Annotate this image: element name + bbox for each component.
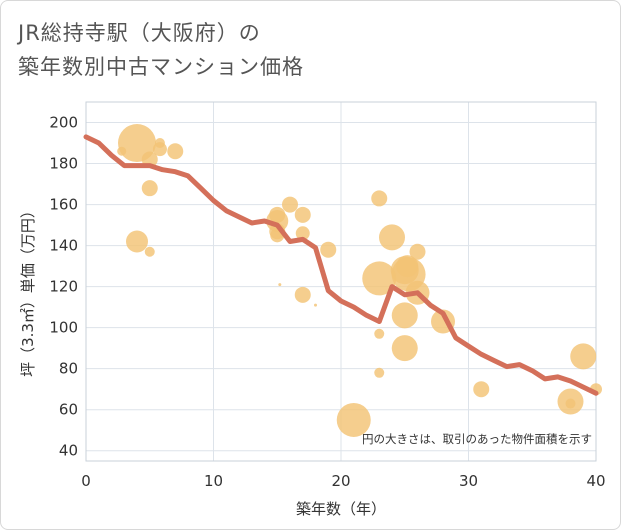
- bubble-point: [282, 196, 298, 213]
- x-axis-label: 築年数（年）: [296, 500, 386, 518]
- y-tick-label: 80: [59, 360, 78, 378]
- bubble-point: [391, 335, 418, 362]
- bubble-point: [295, 226, 310, 241]
- y-tick-label: 120: [49, 278, 78, 296]
- bubble-point: [117, 146, 127, 156]
- axis-ticks: 40 60 80 100 120 140 160 180 200 0 10 20 30 40: [49, 114, 605, 490]
- y-tick-label: 180: [49, 155, 78, 173]
- y-tick-label: 100: [49, 319, 78, 337]
- bubble-point: [565, 398, 576, 409]
- y-tick-label: 40: [59, 442, 78, 460]
- x-tick-label: 10: [204, 472, 223, 490]
- trend-line: [83, 134, 599, 396]
- size-note: 円の大きさは、取引のあった物件面積を示す: [362, 432, 592, 446]
- grid-lines: [85, 101, 597, 462]
- bubble-point: [152, 142, 167, 157]
- bubble-point: [379, 224, 405, 251]
- bubble-point: [294, 286, 311, 303]
- y-tick-label: 160: [49, 196, 78, 214]
- x-tick-label: 40: [586, 472, 605, 490]
- x-tick-label: 0: [81, 472, 91, 490]
- bubble-point: [144, 246, 155, 257]
- bubble-point: [473, 381, 490, 398]
- y-tick-label: 140: [49, 237, 78, 255]
- x-tick-label: 20: [331, 472, 350, 490]
- bubble-point: [409, 243, 426, 260]
- y-axis-label: 坪（3.3㎡）単価（万円）: [19, 203, 37, 377]
- bubble-point: [396, 255, 419, 278]
- bubble-point: [362, 261, 397, 296]
- y-tick-label: 60: [59, 401, 78, 419]
- bubble-point: [374, 367, 385, 378]
- bubble-point: [314, 303, 317, 307]
- chart-title-line-1: JR総持寺駅（大阪府）の: [18, 21, 261, 45]
- bubble-point: [391, 302, 418, 329]
- bubble-point: [126, 230, 148, 253]
- bubble-point: [167, 143, 184, 160]
- chart-title: JR総持寺駅（大阪府）の 築年数別中古マンション価格: [18, 16, 304, 84]
- bubble-point: [294, 206, 311, 223]
- bubble-point: [570, 343, 597, 370]
- plot-border: [85, 101, 597, 462]
- bubble-point: [336, 402, 371, 437]
- bubble-point: [278, 283, 282, 287]
- y-tick-label: 200: [49, 114, 78, 132]
- bubble-point: [374, 328, 385, 339]
- bubble-point: [141, 180, 158, 197]
- chart-title-line-2: 築年数別中古マンション価格: [18, 55, 304, 79]
- bubble-point: [371, 190, 388, 207]
- bubble-point: [320, 241, 337, 258]
- x-tick-label: 30: [459, 472, 478, 490]
